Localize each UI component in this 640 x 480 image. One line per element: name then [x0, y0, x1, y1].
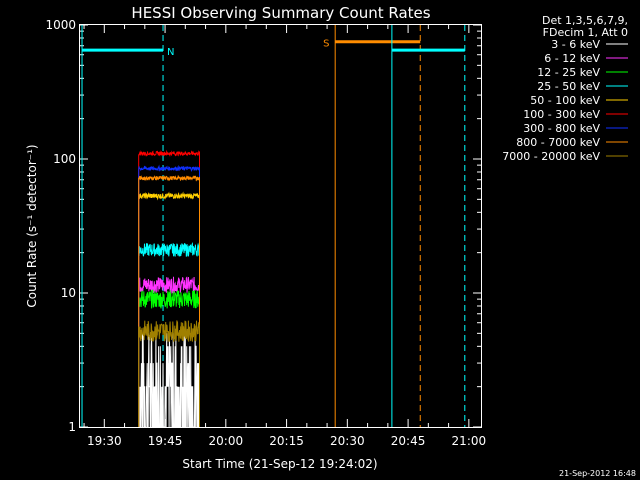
- legend-entry: 6 - 12 keV: [544, 52, 600, 65]
- legend-header: Det 1,3,5,6,7,9,: [542, 14, 628, 27]
- series-line: [138, 191, 200, 427]
- x-axis: 19:30 19:45 20:00 20:15 20:30 20:45 21:00: [83, 25, 487, 448]
- flag-label: N: [167, 47, 174, 58]
- legend-entry: 3 - 6 keV: [551, 38, 600, 51]
- series-line: [138, 333, 200, 428]
- chart-title: HESSI Observing Summary Count Rates: [131, 4, 430, 22]
- y-axis-label: Count Rate (s⁻¹ detector⁻¹): [25, 144, 39, 307]
- timestamp: 21-Sep-2012 16:48: [559, 469, 636, 478]
- plot-frame: [79, 24, 482, 428]
- series-line: [138, 276, 200, 427]
- flag-bars: NS: [81, 25, 466, 427]
- series-line: [138, 289, 200, 427]
- series-line: [138, 241, 200, 427]
- y-axis: 1 10 100 1000: [45, 18, 481, 434]
- legend-entry: 800 - 7000 keV: [516, 136, 600, 149]
- x-tick-label: 20:45: [391, 434, 426, 448]
- legend: Det 1,3,5,6,7,9,FDecim 1, Att 03 - 6 keV…: [502, 14, 628, 163]
- x-tick-label: 21:00: [452, 434, 487, 448]
- series-line: [138, 174, 200, 427]
- series-line: [138, 320, 200, 427]
- series-lines: [138, 149, 200, 428]
- y-tick-label: 10: [61, 286, 76, 300]
- series-line: [138, 164, 200, 427]
- x-axis-label: Start Time (21-Sep-12 19:24:02): [182, 457, 377, 471]
- legend-entry: 300 - 800 keV: [523, 122, 600, 135]
- y-tick-label: 1000: [45, 18, 76, 32]
- x-tick-label: 20:30: [330, 434, 365, 448]
- x-tick-label: 20:00: [209, 434, 244, 448]
- legend-entry: 12 - 25 keV: [537, 66, 600, 79]
- legend-header: FDecim 1, Att 0: [543, 26, 628, 39]
- flag-label: S: [323, 39, 329, 50]
- legend-entry: 7000 - 20000 keV: [502, 150, 600, 163]
- legend-entry: 25 - 50 keV: [537, 80, 600, 93]
- y-tick-label: 1: [68, 420, 76, 434]
- y-tick-label: 100: [53, 152, 76, 166]
- legend-entry: 50 - 100 keV: [530, 94, 600, 107]
- series-line: [138, 149, 200, 427]
- x-tick-label: 20:15: [269, 434, 304, 448]
- x-tick-label: 19:30: [87, 434, 122, 448]
- x-tick-label: 19:45: [148, 434, 183, 448]
- legend-entry: 100 - 300 keV: [523, 108, 600, 121]
